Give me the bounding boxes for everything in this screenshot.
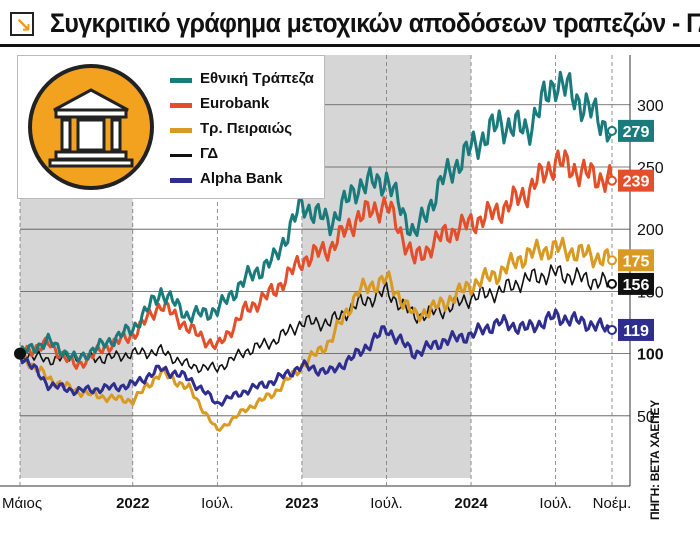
end-marker-alpha — [607, 324, 617, 335]
end-label-eurobank: 239 — [618, 169, 654, 192]
title-bar: ↘ Συγκριτικό γράφημα μετοχικών αποδόσεων… — [0, 0, 700, 44]
start-marker — [14, 347, 26, 360]
end-label-text: 175 — [623, 253, 650, 270]
legend-label: ΓΔ — [200, 145, 219, 162]
end-label-text: 239 — [623, 174, 650, 191]
legend-swatch — [170, 103, 192, 108]
end-label-text: 119 — [623, 323, 649, 340]
end-label-alpha: 119 — [618, 318, 654, 341]
legend-label: Τρ. Πειραιώς — [200, 120, 293, 137]
series-lines — [14, 70, 617, 432]
x-tick-label: Νοέμ. — [593, 495, 632, 512]
source-note: ΠΗΓΗ: ΒΕΤΑ ΧΑΕΠΕΥ — [648, 400, 662, 520]
end-label-box — [618, 318, 654, 341]
end-label-box — [618, 272, 654, 295]
x-tick-label: 2022 — [116, 495, 149, 512]
legend-swatch — [170, 128, 192, 133]
series-line-peiraios — [19, 236, 613, 432]
legend-swatch — [170, 178, 192, 183]
end-label-box — [618, 119, 654, 142]
legend: Εθνική Τράπεζα Eurobank Τρ. Πειραιώς ΓΔ … — [17, 55, 325, 199]
chart-area: 50100150200250300 Μάιος2022Ιούλ.2023Ιούλ… — [0, 55, 664, 512]
x-tick-label: 2024 — [454, 495, 488, 512]
legend-label: Εθνική Τράπεζα — [200, 70, 314, 87]
end-label-peiraios: 175 — [618, 249, 654, 272]
end-label-gd: 156 — [618, 272, 654, 295]
title-rule — [0, 44, 700, 47]
series-line-gd — [19, 264, 613, 374]
y-tick-label: 300 — [637, 98, 664, 115]
arrow-down-right-icon: ↘ — [10, 12, 34, 37]
end-marker-eurobank — [607, 175, 617, 186]
bank-building-icon — [28, 64, 154, 190]
x-tick-label: Μάιος — [2, 495, 42, 512]
end-label-text: 279 — [623, 124, 650, 141]
series-line-ethniki — [18, 70, 614, 363]
end-marker-peiraios — [607, 255, 617, 266]
legend-swatch — [170, 78, 192, 83]
y-tick-label: 50 — [637, 409, 655, 426]
x-tick-label: 2023 — [285, 495, 318, 512]
end-value-labels: 279 239 175 156 119 — [618, 119, 654, 341]
end-label-text: 156 — [623, 277, 650, 294]
y-tick-label: 200 — [637, 222, 664, 239]
legend-swatch — [170, 154, 192, 157]
end-marker-ethniki — [607, 125, 617, 136]
legend-label: Eurobank — [200, 95, 270, 112]
series-line-eurobank — [20, 149, 614, 370]
legend-label: Alpha Bank — [200, 170, 283, 187]
x-tick-label: Ιούλ. — [201, 495, 233, 512]
chart-title: Συγκριτικό γράφημα μετοχικών αποδόσεων τ… — [50, 8, 700, 38]
end-label-ethniki: 279 — [618, 119, 654, 142]
end-label-box — [618, 249, 654, 272]
x-tick-label: Ιούλ. — [370, 495, 402, 512]
y-tick-label: 100 — [637, 347, 664, 364]
end-label-box — [618, 169, 654, 192]
x-tick-label: Ιούλ. — [539, 495, 571, 512]
series-line-alpha — [18, 308, 614, 407]
end-marker-gd — [607, 278, 617, 289]
